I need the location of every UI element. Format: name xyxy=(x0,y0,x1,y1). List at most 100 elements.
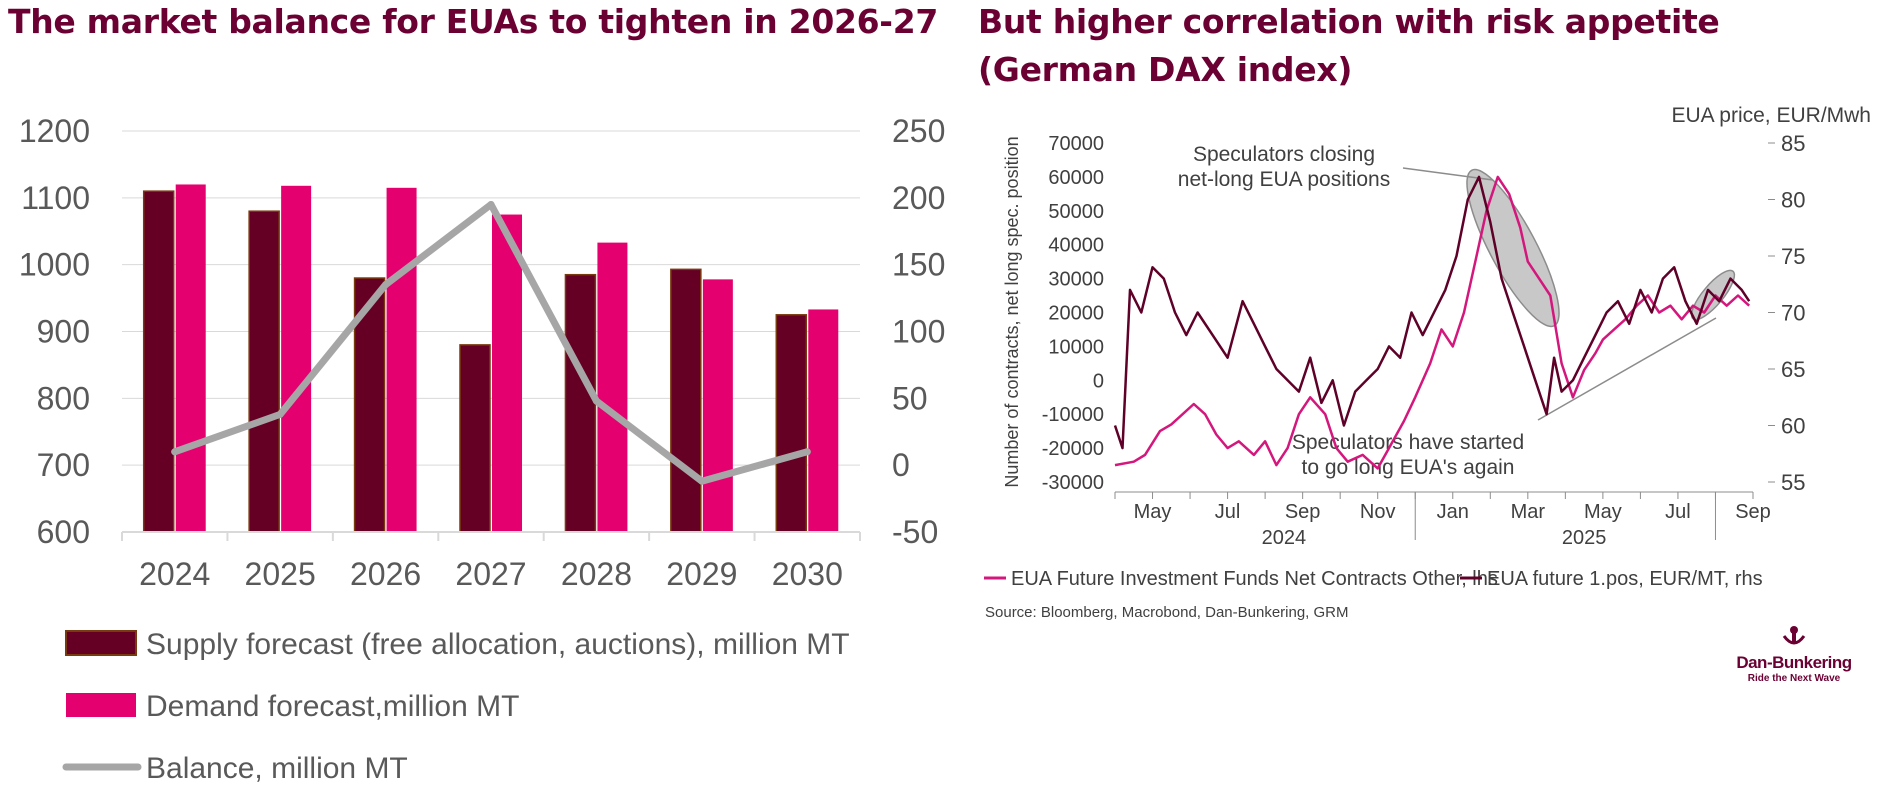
left-chart-legend: Supply forecast (free allocation, auctio… xyxy=(62,628,850,785)
x-tick-label: May xyxy=(1584,501,1622,523)
x-tick-label: Sep xyxy=(1735,501,1771,523)
y-left-tick-label: 1000 xyxy=(19,247,90,283)
legend-label: Supply forecast (free allocation, auctio… xyxy=(146,628,850,661)
y-left-tick-label: 20000 xyxy=(1048,303,1104,325)
annotation-text: to go long EUA's again xyxy=(1302,456,1515,479)
annotation-text: Speculators closing xyxy=(1193,143,1375,166)
x-year-label: 2024 xyxy=(1262,527,1307,549)
x-tick-label: Jul xyxy=(1665,501,1691,523)
right-chart-title: But higher correlation with risk appetit… xyxy=(978,2,1720,89)
y-right-tick-label: 50 xyxy=(892,380,928,416)
y-right-tick-label: 55 xyxy=(1781,470,1805,495)
x-tick-label: Sep xyxy=(1285,501,1321,523)
left-chart-title: The market balance for EUAs to tighten i… xyxy=(8,2,939,41)
balance-point xyxy=(803,448,811,456)
y-left-axis-label: Number of contracts, net long spec. posi… xyxy=(1002,136,1022,487)
x-tick-label: Nov xyxy=(1360,501,1396,523)
y-left-tick-label: 60000 xyxy=(1048,167,1104,189)
y-right-tick-label: 85 xyxy=(1781,131,1805,156)
legend-label: Balance, million MT xyxy=(146,752,408,785)
logo-tagline: Ride the Next Wave xyxy=(1747,673,1841,684)
demand-bar xyxy=(808,309,839,532)
annotation-text: Speculators have started xyxy=(1292,431,1524,454)
legend-label: Demand forecast,million MT xyxy=(146,690,519,723)
x-tick-label: Mar xyxy=(1511,501,1546,523)
y-left-tick-label: 700 xyxy=(37,447,90,483)
supply-bar xyxy=(564,273,597,533)
demand-bar xyxy=(597,242,628,532)
y-right-tick-label: 200 xyxy=(892,180,945,216)
eua-price-line xyxy=(1113,175,1751,450)
y-right-tick-label: 70 xyxy=(1781,301,1805,326)
y-left-tick-label: 70000 xyxy=(1048,133,1104,155)
supply-bar xyxy=(670,268,702,533)
legend-swatch-supply xyxy=(65,630,137,656)
supply-bar xyxy=(142,190,175,533)
y-left-tick-label: 30000 xyxy=(1048,269,1104,291)
y-left-tick-label: 900 xyxy=(37,314,90,350)
legend-label: EUA Future Investment Funds Net Contract… xyxy=(1011,568,1498,590)
supply-bar xyxy=(459,344,491,533)
x-tick-label: May xyxy=(1134,501,1172,523)
demand-bar xyxy=(175,184,206,532)
y-right-tick-label: 100 xyxy=(892,314,945,350)
x-tick-label: 2027 xyxy=(455,556,526,592)
logo-name: Dan-Bunkering xyxy=(1736,653,1852,672)
legend-swatch-demand xyxy=(66,693,136,717)
x-tick-label: 2030 xyxy=(772,556,843,592)
left-chart-axes: 600 700 800 900 1000 1100 1200 -50 0 50 100 150 200 2… xyxy=(19,113,946,592)
y-left-tick-label: -10000 xyxy=(1042,404,1104,426)
annotation-pointer xyxy=(1537,317,1717,421)
dan-bunkering-logo: Dan-Bunkering Ride the Next Wave xyxy=(1728,624,1860,684)
x-tick-label: 2026 xyxy=(350,556,421,592)
left-chart-bars xyxy=(142,184,839,533)
y-right-tick-label: 0 xyxy=(892,447,910,483)
x-tick-label: Jan xyxy=(1437,501,1469,523)
y-left-tick-label: -20000 xyxy=(1042,438,1104,460)
y-right-tick-label: 250 xyxy=(892,113,945,149)
y-right-tick-label: 75 xyxy=(1781,244,1805,269)
y-left-tick-label: -30000 xyxy=(1042,472,1104,494)
right-chart-lines xyxy=(1113,175,1751,470)
y-right-tick-label: 65 xyxy=(1781,357,1805,382)
left-chart-gridlines xyxy=(122,130,860,466)
balance-point xyxy=(382,281,390,289)
annotation-text: net-long EUA positions xyxy=(1178,168,1390,191)
balance-point xyxy=(698,477,706,485)
net-contracts-line xyxy=(1114,175,1751,470)
x-tick-label: 2029 xyxy=(666,556,737,592)
demand-bar xyxy=(281,185,312,532)
y-left-tick-label: 800 xyxy=(37,380,90,416)
y-left-tick-label: 40000 xyxy=(1048,235,1104,257)
y-left-tick-label: 10000 xyxy=(1048,336,1104,358)
supply-bar xyxy=(775,314,808,533)
balance-point xyxy=(487,201,495,209)
y-right-tick-label: 150 xyxy=(892,247,945,283)
balance-point xyxy=(592,397,600,405)
x-tick-label: 2028 xyxy=(561,556,632,592)
demand-bar xyxy=(702,279,733,532)
x-tick-label: 2025 xyxy=(245,556,316,592)
y-left-tick-label: 0 xyxy=(1093,370,1104,392)
y-left-tick-label: 1100 xyxy=(21,180,90,216)
y-left-tick-label: 600 xyxy=(37,514,90,550)
source-note: Source: Bloomberg, Macrobond, Dan-Bunker… xyxy=(985,604,1349,621)
x-tick-label: 2024 xyxy=(139,556,210,592)
balance-point xyxy=(171,448,179,456)
y-left-tick-label: 50000 xyxy=(1048,201,1104,223)
anchor-icon xyxy=(1782,626,1806,645)
demand-bar xyxy=(386,187,417,532)
legend-label: EUA future 1.pos, EUR/MT, rhs xyxy=(1487,568,1763,590)
y-right-axis-label: EUA price, EUR/Mwh xyxy=(1671,104,1871,127)
demand-bar xyxy=(492,214,522,532)
y-right-tick-label: 80 xyxy=(1781,188,1805,213)
left-chart: 600 700 800 900 1000 1100 1200 -50 0 50 100 150 200 2… xyxy=(19,113,946,785)
y-right-tick-label: 60 xyxy=(1781,414,1805,439)
y-right-tick-label: -50 xyxy=(892,514,938,550)
right-chart-axes: 70000 60000 50000 40000 30000 20000 10000 0 -100… xyxy=(1002,104,1871,549)
supply-bar xyxy=(248,210,280,533)
balance-point xyxy=(276,410,284,418)
right-chart-legend: EUA Future Investment Funds Net Contract… xyxy=(984,568,1763,590)
